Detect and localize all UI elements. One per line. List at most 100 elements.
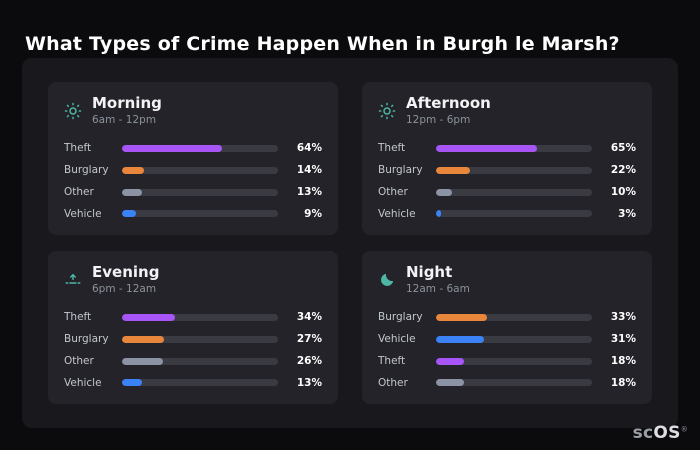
bar-row: Vehicle 9%	[64, 208, 322, 220]
bar-track	[122, 313, 278, 321]
bar-track	[436, 313, 592, 321]
sun-icon	[64, 102, 82, 120]
bar-percent: 13%	[296, 376, 322, 389]
card-header: Afternoon 12pm - 6pm	[378, 94, 636, 127]
bar-fill	[436, 210, 441, 218]
bar-track	[436, 188, 592, 196]
brand-logo: scOS®	[633, 423, 688, 443]
sunset-icon	[64, 271, 82, 289]
bar-label: Vehicle	[64, 207, 102, 220]
bar-percent: 26%	[296, 355, 322, 368]
bar-track	[122, 166, 278, 174]
bar-fill	[436, 188, 452, 196]
bar-percent: 31%	[610, 333, 636, 346]
moon-icon	[378, 271, 396, 289]
bar-percent: 18%	[610, 355, 636, 368]
bar-percent: 14%	[296, 164, 322, 177]
card-header: Night 12am - 6am	[378, 263, 636, 296]
bar-label: Other	[64, 355, 94, 368]
bar-fill	[436, 379, 465, 387]
bar-track	[436, 335, 592, 343]
bar-fill	[122, 210, 137, 218]
bar-row: Vehicle 13%	[64, 377, 322, 389]
bar-fill	[122, 357, 163, 365]
card-afternoon: Afternoon 12pm - 6pm Theft 65% Burglary …	[362, 82, 652, 235]
bar-fill	[436, 144, 538, 152]
bar-percent: 3%	[618, 207, 636, 220]
bar-row: Other 10%	[378, 186, 636, 198]
bar-percent: 65%	[610, 142, 636, 155]
bar-row: Burglary 14%	[64, 164, 322, 176]
card-subtitle: 12pm - 6pm	[406, 114, 471, 127]
bar-track	[436, 144, 592, 152]
bar-row: Burglary 33%	[378, 311, 636, 323]
bar-fill	[122, 166, 144, 174]
bar-row: Other 13%	[64, 186, 322, 198]
card-subtitle: 6am - 12pm	[92, 114, 157, 127]
brand-suffix: OS	[653, 423, 681, 443]
bar-label: Theft	[64, 311, 92, 324]
card-title: Morning	[92, 94, 162, 112]
bar-percent: 9%	[304, 207, 322, 220]
bar-row: Vehicle 3%	[378, 208, 636, 220]
bar-fill	[122, 335, 165, 343]
bar-row: Vehicle 31%	[378, 333, 636, 345]
card-header: Evening 6pm - 12am	[64, 263, 322, 296]
bar-label: Vehicle	[378, 207, 416, 220]
bar-fill	[436, 313, 488, 321]
bar-row: Burglary 22%	[378, 164, 636, 176]
card-header: Morning 6am - 12pm	[64, 94, 322, 127]
bar-row: Theft 65%	[378, 142, 636, 154]
bar-label: Burglary	[378, 311, 423, 324]
bar-label: Other	[378, 376, 408, 389]
bar-percent: 13%	[296, 186, 322, 199]
card-evening: Evening 6pm - 12am Theft 34% Burglary 27…	[48, 251, 338, 404]
bar-label: Theft	[64, 142, 92, 155]
bar-percent: 64%	[296, 142, 322, 155]
bar-track	[436, 379, 592, 387]
bar-fill	[436, 357, 465, 365]
bar-track	[122, 379, 278, 387]
sun-icon	[378, 102, 396, 120]
card-title: Night	[406, 263, 453, 281]
bar-label: Burglary	[378, 164, 423, 177]
bar-fill	[122, 379, 143, 387]
card-title: Evening	[92, 263, 160, 281]
page-title: What Types of Crime Happen When in Burgh…	[25, 32, 620, 55]
bar-track	[122, 357, 278, 365]
card-morning: Morning 6am - 12pm Theft 64% Burglary 14…	[48, 82, 338, 235]
bar-fill	[122, 188, 143, 196]
bar-percent: 34%	[296, 311, 322, 324]
bar-percent: 10%	[610, 186, 636, 199]
brand-prefix: sc	[632, 423, 654, 443]
bar-row: Theft 34%	[64, 311, 322, 323]
bar-fill	[436, 335, 485, 343]
bar-list: Theft 34% Burglary 27% Other 26% Vehicle…	[64, 307, 322, 389]
bar-row: Theft 18%	[378, 355, 636, 367]
bar-label: Vehicle	[378, 333, 416, 346]
bar-list: Burglary 33% Vehicle 31% Theft 18% Other…	[378, 307, 636, 389]
bar-list: Theft 64% Burglary 14% Other 13% Vehicle…	[64, 138, 322, 220]
bar-percent: 27%	[296, 333, 322, 346]
bar-row: Other 26%	[64, 355, 322, 367]
bar-fill	[122, 144, 222, 152]
bar-label: Burglary	[64, 333, 109, 346]
card-subtitle: 12am - 6am	[406, 283, 470, 296]
bar-track	[436, 210, 592, 218]
bar-fill	[436, 166, 471, 174]
bar-track	[122, 188, 278, 196]
bar-row: Theft 64%	[64, 142, 322, 154]
bar-label: Theft	[378, 355, 406, 368]
bar-row: Burglary 27%	[64, 333, 322, 345]
card-night: Night 12am - 6am Burglary 33% Vehicle 31…	[362, 251, 652, 404]
bar-track	[122, 144, 278, 152]
bar-label: Theft	[378, 142, 406, 155]
bar-row: Other 18%	[378, 377, 636, 389]
bar-track	[122, 210, 278, 218]
bar-percent: 22%	[610, 164, 636, 177]
bar-label: Other	[64, 186, 94, 199]
bar-label: Other	[378, 186, 408, 199]
bar-label: Vehicle	[64, 376, 102, 389]
card-subtitle: 6pm - 12am	[92, 283, 157, 296]
card-title: Afternoon	[406, 94, 491, 112]
